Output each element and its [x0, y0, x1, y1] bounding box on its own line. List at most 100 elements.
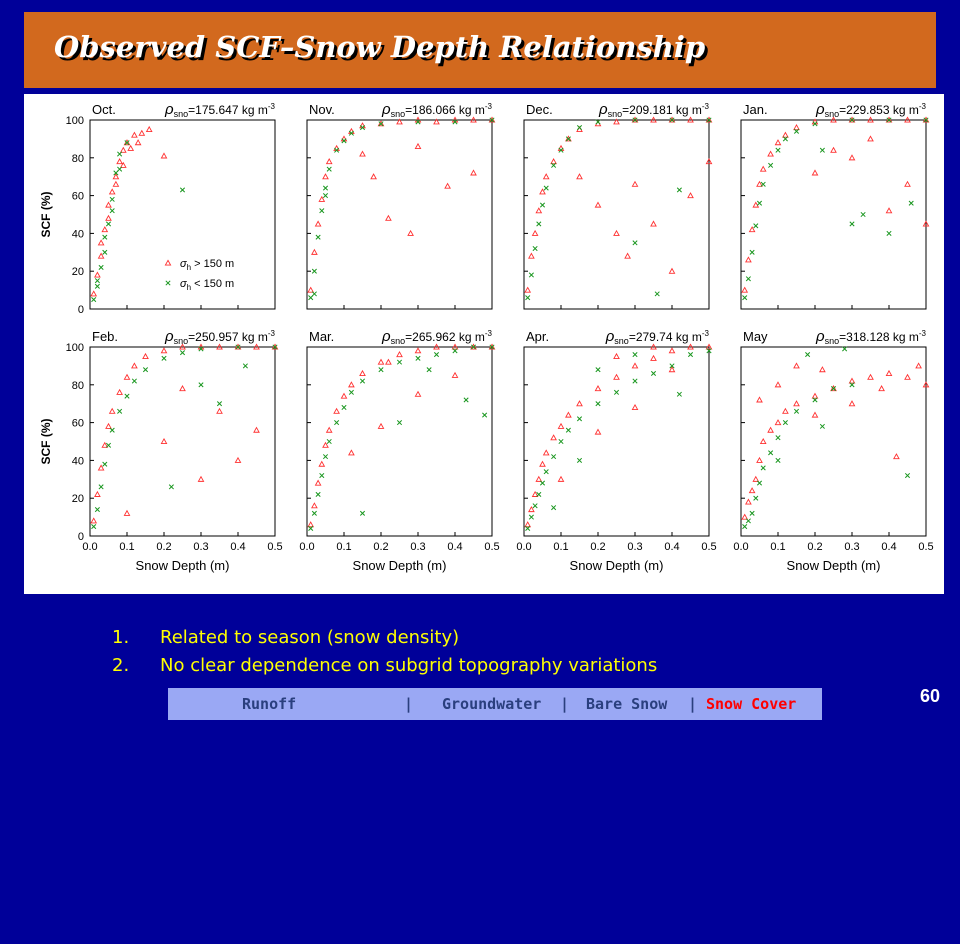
scatter-point-x	[768, 450, 774, 456]
scatter-point-x	[348, 389, 354, 395]
scatter-point-triangle	[668, 116, 676, 123]
plot-frame	[89, 119, 276, 310]
scatter-point-triangle	[94, 271, 101, 278]
nav-link-runoff[interactable]: Runoff	[242, 695, 297, 713]
scatter-point-triangle	[348, 449, 355, 456]
legend-label: σh > 150 m	[180, 258, 234, 272]
nav-link-snow-cover[interactable]: Snow Cover	[706, 695, 797, 713]
plot-frame	[89, 346, 276, 537]
scatter-point-x	[124, 393, 130, 399]
scatter-point-triangle	[565, 135, 572, 142]
scatter-point-x	[142, 367, 149, 373]
scatter-point-triangle	[108, 407, 116, 414]
scatter-point-triangle	[385, 214, 392, 221]
scatter-point-x	[334, 420, 340, 426]
x-tick-label: 0.0	[299, 541, 314, 553]
scatter-point-triangle	[470, 116, 477, 123]
scatter-point-x	[543, 469, 549, 475]
scatter-point-triangle	[668, 267, 676, 274]
x-tick-label: 0.0	[516, 541, 531, 553]
scatter-point-x	[105, 221, 112, 227]
nav-separator: |	[688, 695, 698, 713]
scatter-point-triangle	[197, 475, 205, 482]
scatter-point-triangle	[119, 161, 127, 168]
nav-link-groundwater[interactable]: Groundwater	[442, 695, 542, 713]
scatter-point-triangle	[811, 169, 819, 176]
nav-link-bare-snow[interactable]: Bare Snow	[586, 695, 668, 713]
scatter-point-triangle	[793, 362, 800, 369]
panel-month-label: Apr.	[526, 329, 549, 344]
scatter-point-x	[94, 506, 100, 513]
panel-month-label: Nov.	[309, 102, 335, 117]
scatter-point-x	[551, 505, 557, 511]
scatter-point-triangle	[370, 173, 377, 180]
scatter-point-triangle	[756, 456, 763, 463]
scatter-point-triangle	[767, 150, 774, 157]
scatter-point-triangle	[112, 173, 120, 180]
scatter-point-triangle	[234, 343, 242, 350]
scatter-point-triangle	[830, 385, 837, 392]
scatter-point-x	[91, 523, 97, 530]
panel-month-label: Dec.	[526, 102, 553, 117]
scatter-point-x	[311, 510, 317, 516]
scatter-point-x	[650, 370, 657, 377]
x-tick-label: 0.2	[590, 541, 605, 553]
scatter-point-triangle	[253, 343, 260, 350]
scatter-point-triangle	[539, 460, 546, 467]
note-number: 2.	[112, 655, 130, 676]
scatter-point-triangle	[756, 180, 763, 187]
scatter-point-triangle	[145, 125, 153, 132]
y-tick-label: 80	[72, 153, 84, 165]
scatter-point-triangle	[848, 377, 856, 384]
y-tick-label: 60	[72, 191, 84, 203]
chart-legend: σh > 150 m σh < 150 m	[164, 258, 234, 292]
scatter-point-x	[632, 352, 638, 358]
scatter-point-triangle	[531, 229, 539, 236]
panel-month-label: Oct.	[92, 102, 116, 117]
scatter-point-x	[326, 166, 332, 172]
scatter-point-triangle	[322, 441, 329, 448]
scatter-point-x	[558, 147, 564, 153]
scatter-point-x	[753, 495, 759, 501]
scatter-point-triangle	[557, 422, 565, 429]
scatter-point-triangle	[687, 116, 694, 123]
x-tick-label: 0.1	[336, 541, 351, 553]
scatter-point-triangle	[160, 347, 168, 354]
scatter-point-x	[179, 187, 186, 193]
x-tick-label: 0.2	[373, 541, 388, 553]
scatter-point-triangle	[271, 343, 279, 350]
note-item: 2. No clear dependence on subgrid topogra…	[112, 652, 657, 680]
scatter-point-triangle	[488, 343, 496, 350]
scatter-point-x	[198, 382, 204, 388]
scatter-point-x	[216, 401, 223, 407]
y-tick-label: 100	[66, 342, 84, 354]
scatter-point-triangle	[650, 354, 657, 361]
x-tick-label: 0.4	[664, 541, 679, 553]
scatter-point-x	[669, 363, 675, 369]
scatter-point-triangle	[396, 118, 403, 125]
panel-density-label: ρsno=318.128 kg m-3	[815, 328, 927, 346]
slide-title: Observed SCF–Snow Depth Relationship	[54, 30, 706, 64]
scatter-point-triangle	[123, 139, 131, 146]
scatter-point-triangle	[531, 490, 539, 497]
scatter-point-triangle	[325, 426, 333, 433]
scatter-point-x	[308, 525, 314, 531]
scatter-point-x	[124, 140, 130, 146]
scatter-point-x	[745, 276, 751, 282]
scatter-point-x	[482, 412, 488, 418]
x-tick-label: 0.3	[410, 541, 425, 553]
scatter-point-x	[576, 125, 583, 131]
scatter-point-triangle	[116, 158, 123, 165]
scatter-point-x	[334, 147, 340, 153]
scatter-point-triangle	[624, 252, 631, 259]
scatter-point-triangle	[160, 152, 168, 159]
scatter-point-triangle	[433, 118, 440, 125]
scatter-point-x	[359, 510, 366, 516]
scatter-point-x	[378, 367, 384, 373]
scatter-point-x	[849, 382, 855, 388]
x-tick-label: 0.2	[156, 541, 171, 553]
scatter-point-triangle	[451, 371, 459, 378]
scatter-point-triangle	[782, 131, 789, 138]
scatter-point-triangle	[333, 407, 340, 414]
y-tick-label: 20	[72, 266, 84, 278]
